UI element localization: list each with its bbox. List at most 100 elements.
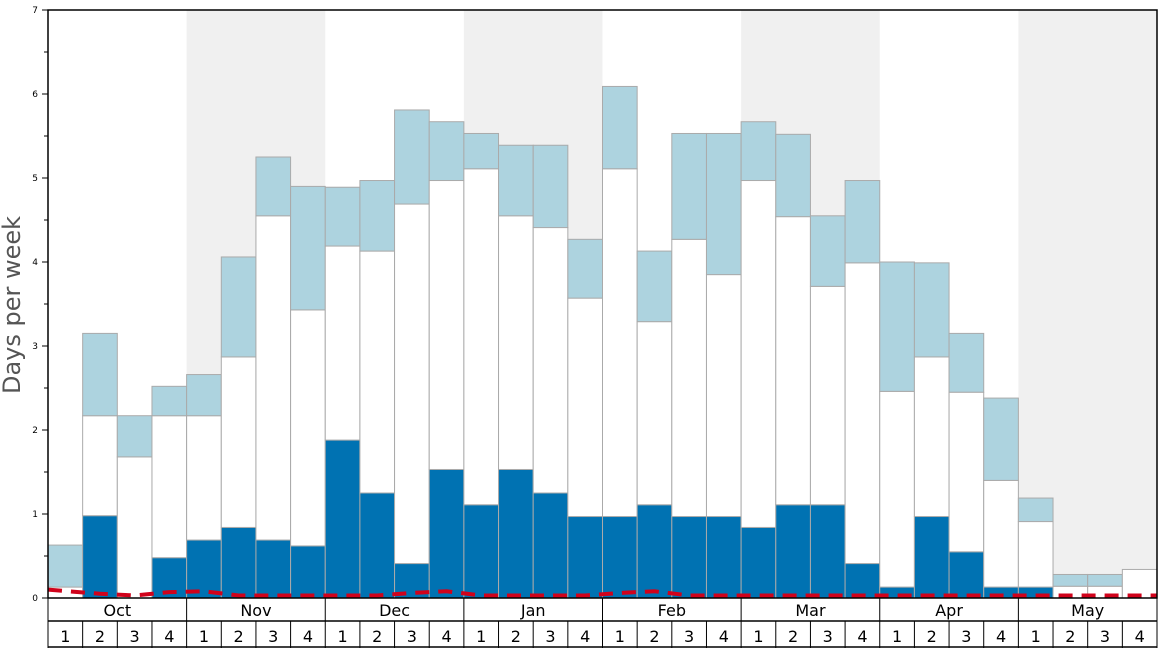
bar-dark-segment <box>324 439 361 599</box>
bar-light-segment <box>359 180 396 252</box>
bar-dark-segment <box>220 526 257 599</box>
bar-dark-segment <box>705 516 742 599</box>
bar-mid-segment <box>948 391 985 553</box>
bar-light-segment <box>394 109 430 205</box>
week-label: 1 <box>1031 627 1041 646</box>
week-label: 4 <box>441 627 451 646</box>
bar-dark-segment <box>809 504 846 599</box>
bar-light-segment <box>82 332 118 417</box>
bars <box>47 85 1158 599</box>
bar-dark-segment <box>636 504 673 599</box>
bar-mid-segment <box>116 456 153 599</box>
bar-mid-segment <box>532 227 569 494</box>
week-label: 2 <box>511 627 521 646</box>
bar-light-segment <box>705 132 742 276</box>
y-tick-label: 1 <box>32 510 38 520</box>
week-label: 3 <box>130 627 140 646</box>
bar-mid-segment <box>879 390 915 588</box>
bar-dark-segment <box>532 492 569 599</box>
bar-mid-segment <box>671 238 707 518</box>
bar-light-segment <box>1052 573 1089 587</box>
bar-mid-segment <box>186 415 222 541</box>
week-label: 3 <box>268 627 278 646</box>
bar-dark-segment <box>775 504 811 599</box>
bar-mid-segment <box>324 245 361 441</box>
bar-dark-segment <box>671 516 707 599</box>
bar-mid-segment <box>983 479 1019 588</box>
bar-light-segment <box>567 238 603 299</box>
bar-light-segment <box>116 415 153 458</box>
bar-light-segment <box>879 261 915 392</box>
bar-mid-segment <box>809 285 846 506</box>
week-label: 4 <box>580 627 590 646</box>
bar-mid-segment <box>428 180 465 470</box>
week-label: 4 <box>303 627 313 646</box>
bar-light-segment <box>428 121 465 182</box>
week-label: 4 <box>719 627 729 646</box>
bar-mid-segment <box>359 250 396 494</box>
bar-light-segment <box>809 215 846 287</box>
y-tick-label: 6 <box>32 90 38 100</box>
week-label: 1 <box>199 627 209 646</box>
week-label: 3 <box>407 627 417 646</box>
bar-dark-segment <box>948 551 985 599</box>
week-label: 1 <box>753 627 763 646</box>
bar-mid-segment <box>705 274 742 518</box>
bar-light-segment <box>151 385 188 417</box>
bar-mid-segment <box>255 215 292 541</box>
bar-light-segment <box>948 332 985 393</box>
week-label: 3 <box>1100 627 1110 646</box>
bar-mid-segment <box>82 415 118 517</box>
bar-light-segment <box>463 132 500 170</box>
y-axis-label: Days per week <box>0 216 26 394</box>
month-label: Feb <box>658 601 686 620</box>
trend <box>47 587 1157 598</box>
bar-dark-segment <box>844 563 881 599</box>
week-label: 1 <box>337 627 347 646</box>
month-label: Apr <box>935 601 963 620</box>
bar-light-segment <box>983 397 1019 481</box>
y-tick-label: 7 <box>32 6 38 16</box>
month-label: Dec <box>379 601 410 620</box>
week-label: 1 <box>615 627 625 646</box>
month-label: Mar <box>795 601 826 620</box>
bar-light-segment <box>220 256 257 358</box>
y-tick-label: 2 <box>32 426 38 436</box>
bar-dark-segment <box>428 468 465 599</box>
x-axis: Oct Nov Dec Jan Feb Mar Apr May 1 2 3 4 1 2 3 4 1 2 3 4 1 2 3 4… <box>47 598 1158 648</box>
bar-mid-segment <box>1017 521 1054 588</box>
week-label: 4 <box>857 627 867 646</box>
bar-mid-segment <box>844 262 881 565</box>
week-label: 2 <box>372 627 382 646</box>
bar-mid-segment <box>463 168 500 506</box>
week-label: 4 <box>996 627 1006 646</box>
bar-light-segment <box>1087 573 1123 587</box>
week-label: 2 <box>649 627 659 646</box>
week-label: 2 <box>95 627 105 646</box>
bar-light-segment <box>324 186 361 247</box>
bar-dark-segment <box>498 468 534 599</box>
bar-light-segment <box>186 374 222 417</box>
week-label: 4 <box>164 627 174 646</box>
bar-mid-segment <box>498 215 534 470</box>
week-label: 1 <box>892 627 902 646</box>
bar-mid-segment <box>151 415 188 559</box>
bar-dark-segment <box>463 504 500 599</box>
week-label: 2 <box>234 627 244 646</box>
y-tick-label: 4 <box>32 258 38 268</box>
week-label: 3 <box>684 627 694 646</box>
bar-mid-segment <box>636 321 673 506</box>
bar-mid-segment <box>740 180 777 528</box>
y-tick-label: 0 <box>32 594 38 604</box>
bar-light-segment <box>498 144 534 217</box>
trend-line <box>47 587 1157 598</box>
week-label: 3 <box>961 627 971 646</box>
bar-mid-segment <box>775 216 811 506</box>
week-label: 2 <box>788 627 798 646</box>
bar-light-segment <box>775 133 811 218</box>
bar-light-segment <box>290 185 326 311</box>
week-label: 4 <box>1135 627 1145 646</box>
bar-light-segment <box>740 121 777 182</box>
